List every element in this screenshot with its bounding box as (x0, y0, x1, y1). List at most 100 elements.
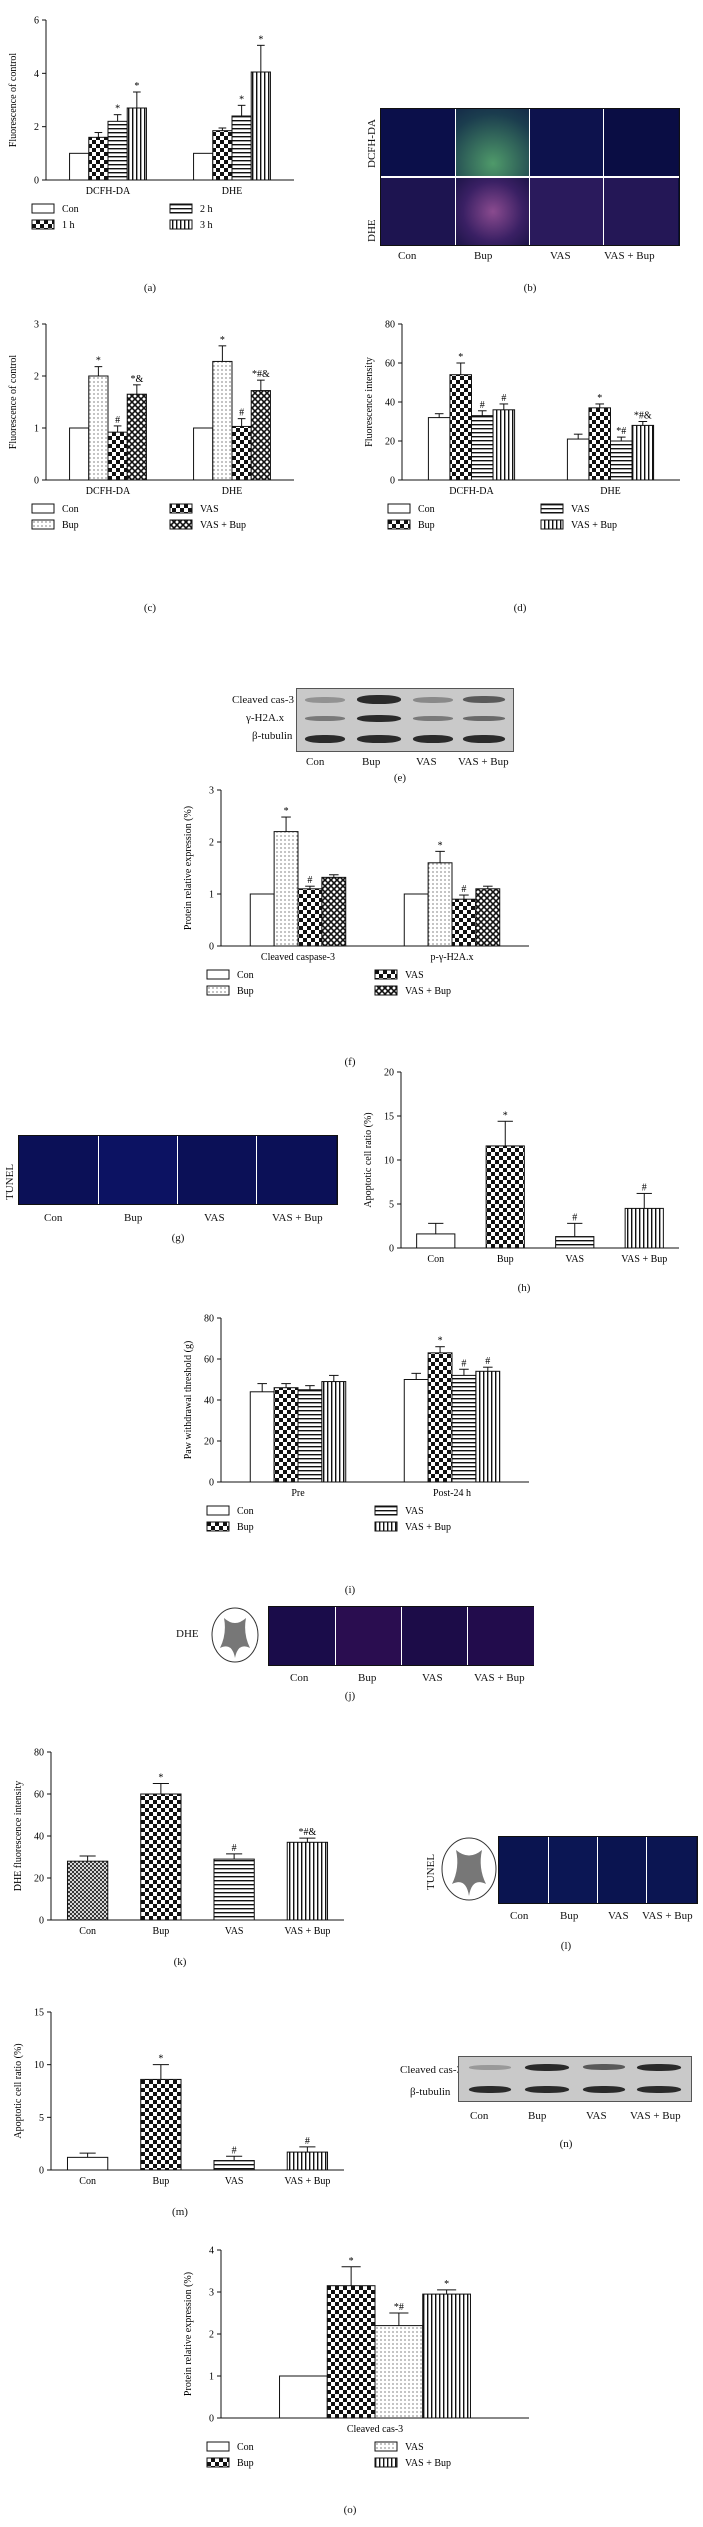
category-label: DHE (222, 486, 243, 497)
panel-label-h: (h) (517, 1282, 531, 1294)
legend-swatch (206, 1521, 230, 1532)
significance-label: * (158, 1773, 163, 1784)
category-label: Cleaved cas-3 (347, 2424, 403, 2435)
significance-label: *# (616, 426, 626, 437)
category-label: p-γ-H2A.x (430, 952, 473, 963)
y-tick-label: 6 (34, 16, 39, 27)
significance-label: * (96, 356, 101, 367)
y-tick-label: 3 (209, 786, 214, 797)
significance-label: * (239, 94, 244, 105)
bar (193, 427, 214, 481)
bar (212, 130, 233, 181)
micro-b-col-0: Con (398, 250, 417, 262)
panel-label-n: (n) (559, 2138, 573, 2150)
significance-label: * (597, 393, 602, 404)
y-tick-label: 0 (34, 176, 39, 187)
legend-label: Bup (418, 520, 435, 531)
bar (471, 415, 494, 481)
legend-label: Bup (237, 2458, 254, 2469)
y-tick-label: 80 (204, 1314, 214, 1325)
bar (475, 888, 501, 947)
micro-b-col-3: VAS + Bup (604, 250, 655, 262)
y-tick-label: 3 (209, 2288, 214, 2299)
chart-m: 0 5 10 15 Apoptotic cell ratio (%) Con * Bup # VA… (5, 2000, 350, 2200)
legend-swatch (31, 519, 55, 530)
y-tick-label: 3 (34, 320, 39, 331)
y-tick-label: 10 (34, 2060, 44, 2071)
bar (213, 1858, 255, 1921)
bar (588, 407, 612, 481)
micro-g-col-2: VAS (204, 1212, 225, 1224)
legend-label: Con (237, 1506, 254, 1517)
bar (249, 1391, 275, 1483)
bar (250, 71, 271, 181)
micro-b-row-1: DHE (366, 219, 378, 242)
significance-label: * (503, 1110, 508, 1121)
bar (88, 136, 109, 181)
legend-label: VAS (405, 2442, 424, 2453)
bar (326, 2285, 376, 2419)
chart-h: 0 5 10 15 20 Apoptotic cell ratio (%) Con * Bup #… (355, 1060, 685, 1278)
significance-label: # (501, 393, 506, 404)
category-label: Bup (153, 1926, 170, 1937)
legend-swatch (206, 2457, 230, 2468)
micro-l-col-0: Con (510, 1910, 529, 1922)
significance-label: # (642, 1182, 647, 1193)
legend-swatch (169, 203, 193, 214)
significance-label: # (572, 1212, 577, 1223)
y-tick-label: 0 (209, 2414, 214, 2425)
bar (107, 120, 128, 181)
bar (321, 876, 347, 947)
category-label: VAS (225, 1926, 244, 1937)
y-tick-label: 1 (34, 424, 39, 435)
blot-e-lane-3: VAS + Bup (458, 756, 509, 768)
y-axis-label: Paw withdrawal threshold (g) (183, 1341, 194, 1460)
legend-swatch (387, 503, 411, 514)
y-axis-label: Fluorescence of control (8, 355, 19, 450)
micro-g-col-1: Bup (124, 1212, 143, 1224)
y-tick-label: 2 (34, 122, 39, 133)
legend-label: VAS (200, 504, 219, 515)
micro-j-col-2: VAS (422, 1672, 443, 1684)
blot-n-lane-0: Con (470, 2110, 489, 2122)
bar (422, 2293, 471, 2419)
bar (492, 409, 516, 481)
blot-n-band-1: β-tubulin (410, 2086, 451, 2098)
legend-label: Bup (62, 520, 79, 531)
bar (403, 1379, 429, 1483)
blot-e-band-1: γ-H2A.x (246, 712, 285, 724)
micro-j-row: DHE (176, 1628, 199, 1640)
significance-label: # (239, 408, 244, 419)
bar (231, 425, 252, 481)
legend-label: 3 h (200, 220, 213, 231)
legend-swatch (31, 219, 55, 230)
blot-n-lane-2: VAS (586, 2110, 607, 2122)
legend-label: VAS + Bup (405, 1522, 451, 1533)
y-tick-label: 60 (34, 1790, 44, 1801)
bar (374, 2325, 424, 2419)
blot-n-lane-1: Bup (528, 2110, 547, 2122)
category-label: DHE (222, 186, 243, 197)
category-label: VAS + Bup (284, 1926, 330, 1937)
micro-l-row: TUNEL (425, 1853, 437, 1890)
blot-e-lane-2: VAS (416, 756, 437, 768)
legend-label: VAS (571, 504, 590, 515)
y-axis-label: Fluorescence intensity (364, 357, 375, 447)
y-tick-label: 10 (384, 1156, 394, 1167)
bar (126, 393, 147, 481)
spinal-cord-diagram-j (211, 1607, 259, 1663)
micro-b-col-2: VAS (550, 250, 571, 262)
y-tick-label: 5 (389, 1200, 394, 1211)
y-tick-label: 80 (34, 1748, 44, 1759)
y-tick-label: 15 (34, 2008, 44, 2019)
panel-label-d: (d) (513, 602, 527, 614)
significance-label: # (480, 400, 485, 411)
bar (416, 1233, 456, 1249)
legend-label: Con (237, 2442, 254, 2453)
bar (69, 152, 90, 181)
y-tick-label: 0 (209, 1478, 214, 1489)
category-label: VAS + Bup (284, 2176, 330, 2187)
legend-label: VAS (405, 1506, 424, 1517)
micro-b-row-0: DCFH-DA (366, 119, 378, 168)
legend-label: VAS + Bup (200, 520, 246, 531)
